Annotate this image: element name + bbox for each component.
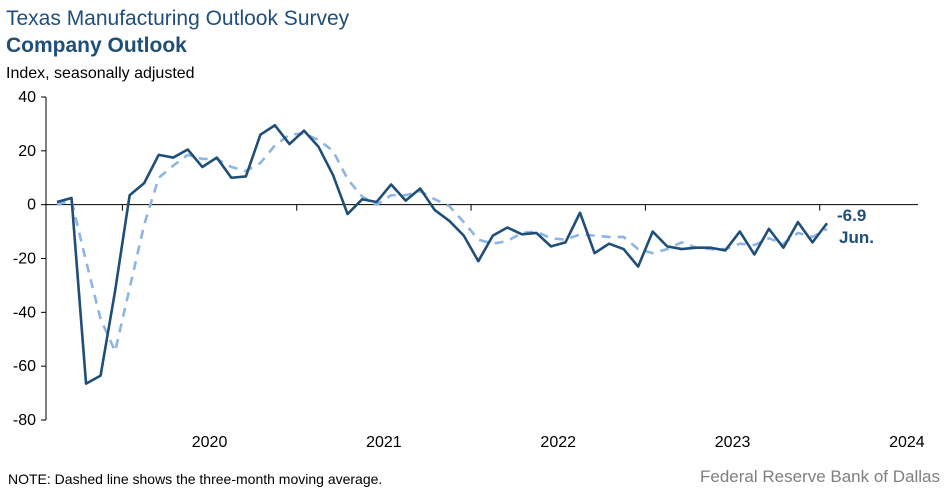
moving-average-line bbox=[56, 132, 828, 353]
x-tick-label: 2022 bbox=[540, 434, 576, 451]
y-tick-label: 40 bbox=[18, 89, 36, 106]
x-tick-label: 2020 bbox=[192, 434, 228, 451]
y-tick-label: -80 bbox=[13, 412, 36, 429]
latest-month-label: Jun. bbox=[839, 228, 874, 247]
x-tick-label: 2024 bbox=[889, 434, 925, 451]
y-tick-label: 0 bbox=[27, 197, 36, 214]
chart-subtitle: Company Outlook bbox=[6, 34, 187, 57]
series-line bbox=[56, 123, 829, 385]
latest-value-label: -6.9 bbox=[837, 206, 866, 225]
y-tick-label: -20 bbox=[13, 251, 36, 268]
y-axis-label: Index, seasonally adjusted bbox=[6, 65, 195, 82]
chart-source: Federal Reserve Bank of Dallas bbox=[699, 467, 940, 486]
x-tick-label: 2021 bbox=[366, 434, 402, 451]
y-tick-label: -60 bbox=[13, 358, 36, 375]
y-tick-label: -40 bbox=[13, 304, 36, 321]
y-tick-label: 20 bbox=[18, 143, 36, 160]
chart-note: NOTE: Dashed line shows the three-month … bbox=[8, 471, 383, 487]
x-tick-label: 2023 bbox=[715, 434, 751, 451]
chart-title: Texas Manufacturing Outlook Survey bbox=[6, 7, 350, 30]
